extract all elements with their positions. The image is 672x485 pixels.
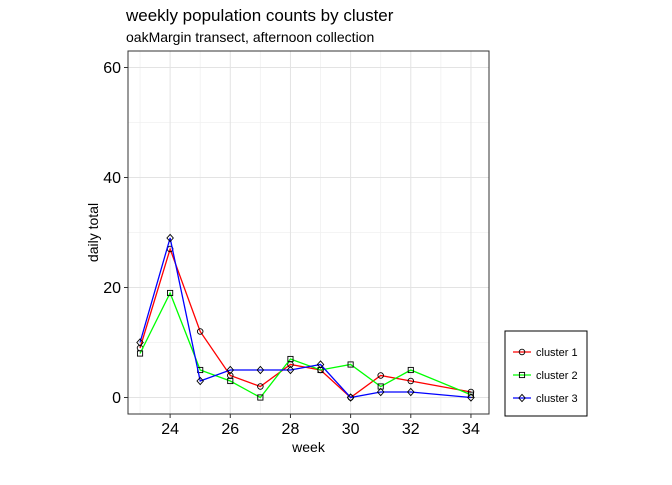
axis-ticks: 24 26 28 30 32 34 0 20 40 60 bbox=[103, 60, 480, 438]
data-point bbox=[316, 360, 325, 369]
data-point bbox=[226, 365, 235, 375]
series-line bbox=[139, 291, 472, 399]
x-tick-label: 26 bbox=[221, 421, 239, 438]
legend-box bbox=[504, 330, 588, 417]
data-point bbox=[407, 377, 415, 385]
legend-marker bbox=[518, 348, 526, 356]
plot-panel bbox=[127, 50, 490, 415]
series-2 bbox=[136, 289, 475, 401]
y-axis-label: daily total bbox=[85, 203, 101, 262]
data-point bbox=[287, 355, 294, 363]
data-point bbox=[346, 393, 355, 402]
grid bbox=[128, 51, 489, 414]
x-tick-label: 28 bbox=[282, 421, 300, 438]
data-point bbox=[136, 338, 144, 347]
series-line bbox=[139, 237, 472, 399]
series bbox=[136, 233, 475, 402]
data-point bbox=[257, 383, 264, 390]
data-point bbox=[406, 387, 415, 397]
data-point bbox=[377, 383, 384, 390]
y-tick-label: 60 bbox=[103, 60, 121, 77]
legend-item: cluster 3 bbox=[513, 393, 578, 405]
chart-subtitle: oakMargin transect, afternoon collection bbox=[126, 29, 374, 45]
legend-marker bbox=[518, 371, 526, 379]
legend-marker bbox=[518, 393, 526, 403]
data-point bbox=[286, 365, 295, 375]
legend-label: cluster 1 bbox=[536, 347, 578, 359]
data-point bbox=[166, 233, 174, 243]
data-point bbox=[467, 393, 475, 402]
legend-label: cluster 3 bbox=[536, 393, 578, 405]
data-point bbox=[407, 366, 414, 374]
y-tick-label: 40 bbox=[103, 170, 121, 187]
data-point bbox=[347, 361, 354, 368]
legend-item: cluster 2 bbox=[513, 370, 578, 382]
data-point bbox=[196, 376, 205, 386]
data-point bbox=[376, 387, 385, 397]
x-tick-label: 34 bbox=[462, 421, 480, 438]
x-axis-label: week bbox=[291, 439, 326, 455]
data-point bbox=[377, 372, 384, 379]
legend-item: cluster 1 bbox=[513, 347, 578, 359]
data-point bbox=[136, 350, 144, 357]
x-tick-label: 24 bbox=[161, 421, 179, 438]
legend-label: cluster 2 bbox=[536, 370, 578, 382]
data-point bbox=[317, 366, 324, 374]
series-line bbox=[139, 246, 472, 399]
x-tick-label: 30 bbox=[342, 421, 360, 438]
data-point bbox=[167, 289, 174, 297]
data-point bbox=[196, 328, 204, 335]
y-tick-label: 20 bbox=[103, 280, 121, 297]
chart-title: weekly population counts by cluster bbox=[125, 6, 394, 25]
data-point bbox=[257, 394, 264, 401]
y-tick-label: 0 bbox=[112, 390, 121, 407]
legend: cluster 1 cluster 2 cluster 3 bbox=[504, 330, 588, 417]
data-point bbox=[256, 365, 265, 375]
data-point bbox=[227, 377, 234, 385]
x-tick-label: 32 bbox=[402, 421, 420, 438]
series-3 bbox=[136, 233, 475, 402]
